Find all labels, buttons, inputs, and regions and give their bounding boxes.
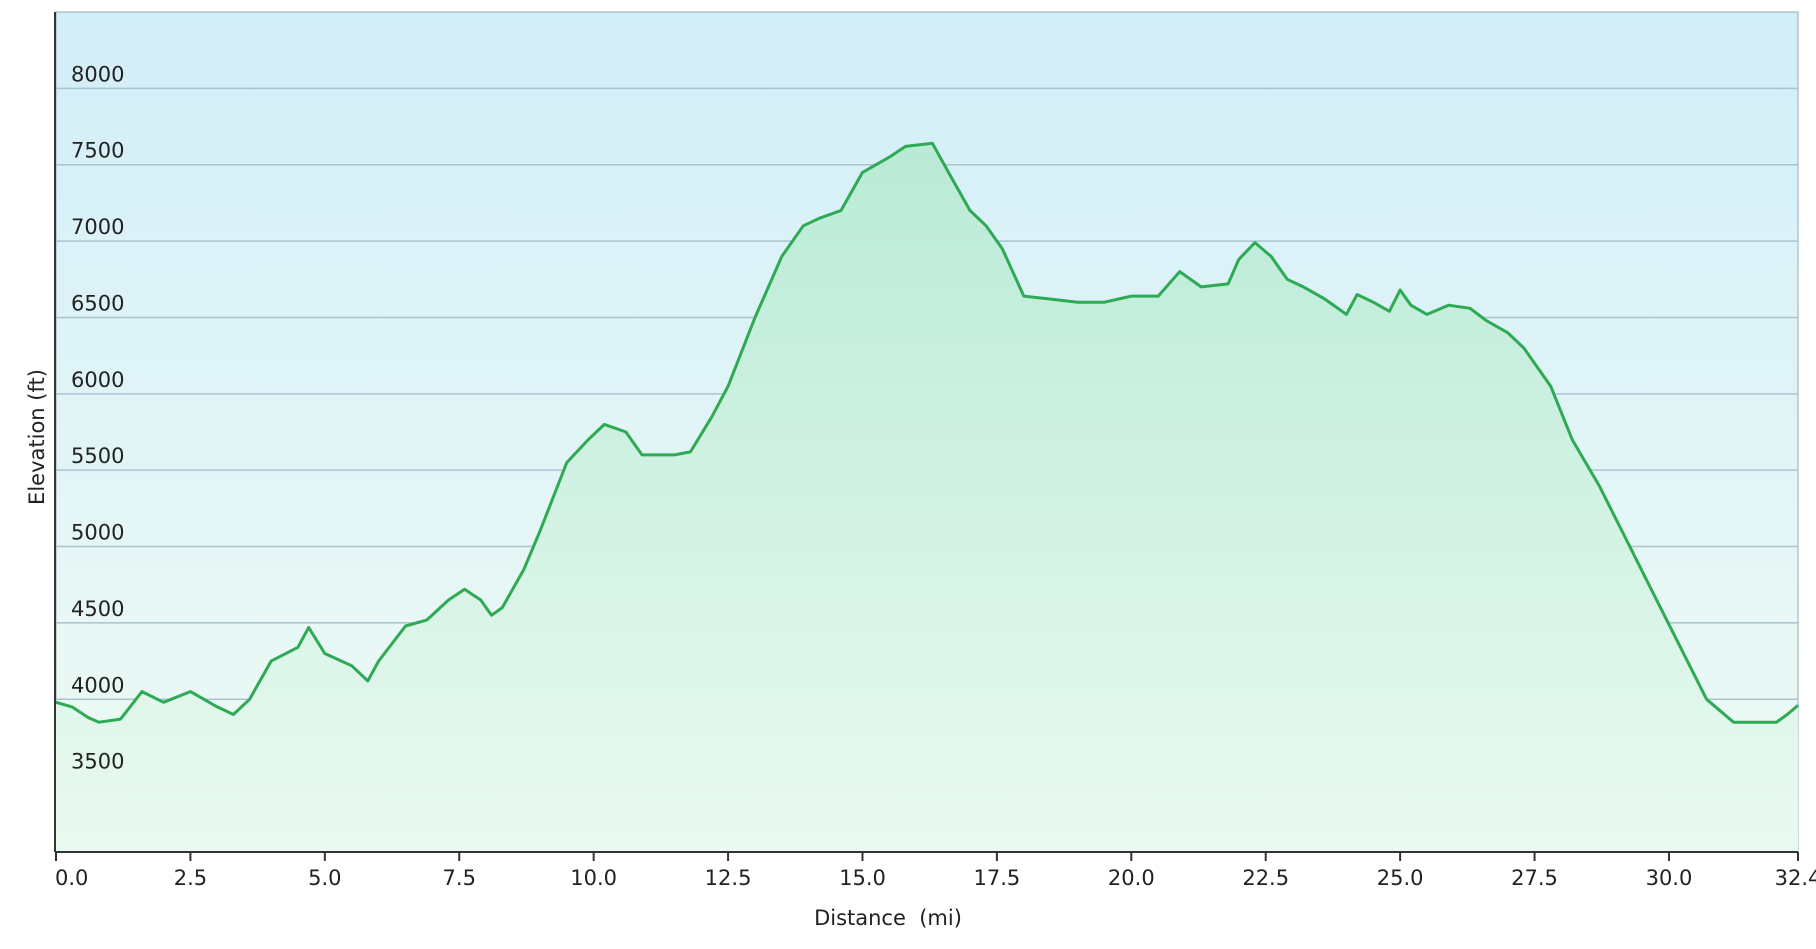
x-tick-label: 12.5 — [705, 866, 752, 890]
x-tick-label: 20.0 — [1108, 866, 1155, 890]
y-tick-label: 5000 — [71, 521, 124, 545]
x-tick-label: 17.5 — [974, 866, 1021, 890]
x-tick-label: 27.5 — [1511, 866, 1558, 890]
y-tick-label: 7500 — [71, 139, 124, 163]
y-tick-label: 3500 — [71, 750, 124, 774]
x-tick-label: 0.0 — [55, 866, 88, 890]
y-axis-title: Elevation (ft) — [25, 369, 49, 505]
x-tick-label: 7.5 — [443, 866, 476, 890]
y-tick-label: 4000 — [71, 673, 124, 697]
x-tick-label: 25.0 — [1377, 866, 1424, 890]
y-axis-ticks: 3500 4000 4500 5000 5500 6000 6500 7000 7500 8000 — [71, 62, 124, 773]
x-tick-label: 10.0 — [570, 866, 617, 890]
y-tick-label: 5500 — [71, 444, 124, 468]
x-tick-label: 2.5 — [174, 866, 207, 890]
x-tick-label: 30.0 — [1646, 866, 1693, 890]
x-axis-title: Distance (mi) — [814, 906, 962, 930]
x-tick-label: 22.5 — [1242, 866, 1289, 890]
y-tick-label: 6500 — [71, 291, 124, 315]
y-tick-label: 8000 — [71, 62, 124, 86]
y-tick-label: 4500 — [71, 597, 124, 621]
y-tick-label: 7000 — [71, 215, 124, 239]
x-tick-label: 5.0 — [308, 866, 341, 890]
x-tick-label: 15.0 — [839, 866, 886, 890]
y-tick-label: 6000 — [71, 368, 124, 392]
elevation-line — [55, 141, 1799, 724]
elevation-area-fill — [56, 143, 1798, 853]
x-axis-ticks: 0.0 2.5 5.0 7.5 10.0 12.5 15.0 17.5 20.0 22.5 25.0… — [55, 852, 1816, 890]
x-tick-label: 32.4 — [1775, 866, 1816, 890]
